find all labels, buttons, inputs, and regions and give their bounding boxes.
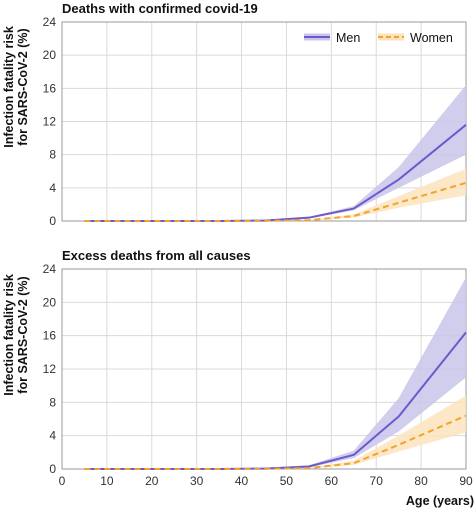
y-tick-label: 12: [43, 115, 57, 129]
y-tick-label: 0: [49, 214, 56, 228]
ylabel-line2-bottom: for SARS-CoV-2 (%): [16, 276, 30, 393]
x-tick-label: 20: [145, 474, 159, 488]
y-tick-label: 20: [43, 295, 57, 309]
y-tick-label: 24: [43, 262, 57, 276]
x-tick-label: 60: [325, 474, 339, 488]
panel-title-top: Deaths with confirmed covid-19: [62, 1, 258, 16]
ylabel-line1-bottom: Infection fatality risk: [2, 274, 16, 396]
y-tick-label: 12: [43, 362, 57, 376]
legend: Men Women: [304, 31, 453, 45]
y-tick-label: 4: [49, 181, 56, 195]
series-line-men: [84, 331, 467, 470]
x-tick-label: 70: [370, 474, 384, 488]
panel-excess-deaths: 0 4 8 12 16 20 24 0 10 20 30 40 50 60 70 80 90: [43, 262, 473, 488]
legend-women-label: Women: [410, 31, 453, 45]
ylabel-line2-top: for SARS-CoV-2 (%): [16, 28, 30, 145]
y-tick-label: 24: [43, 15, 57, 29]
y-tick-label: 20: [43, 48, 57, 62]
y-tick-label: 0: [49, 462, 56, 476]
y-tick-label: 4: [49, 429, 56, 443]
y-tick-label: 8: [49, 395, 56, 409]
x-tick-label: 30: [190, 474, 204, 488]
x-tick-label: 50: [280, 474, 294, 488]
y-tick-label: 16: [43, 81, 57, 95]
x-tick-label: 0: [59, 474, 66, 488]
x-tick-label: 10: [100, 474, 114, 488]
ci-band-women: [84, 168, 466, 221]
legend-men-label: Men: [336, 31, 360, 45]
x-tick-label: 80: [414, 474, 428, 488]
xlabel: Age (years): [406, 494, 474, 508]
x-tick-label: 40: [235, 474, 249, 488]
panel-confirmed-covid: 0 4 8 12 16 20 24: [43, 15, 467, 228]
series-line-women: [84, 414, 467, 470]
series-line-women: [84, 181, 467, 222]
y-tick-label: 16: [43, 329, 57, 343]
y-tick-label: 8: [49, 148, 56, 162]
panel-title-bottom: Excess deaths from all causes: [62, 248, 251, 263]
series-line-men: [84, 124, 467, 222]
x-tick-label: 90: [459, 474, 473, 488]
ylabel-line1-top: Infection fatality risk: [2, 26, 16, 148]
